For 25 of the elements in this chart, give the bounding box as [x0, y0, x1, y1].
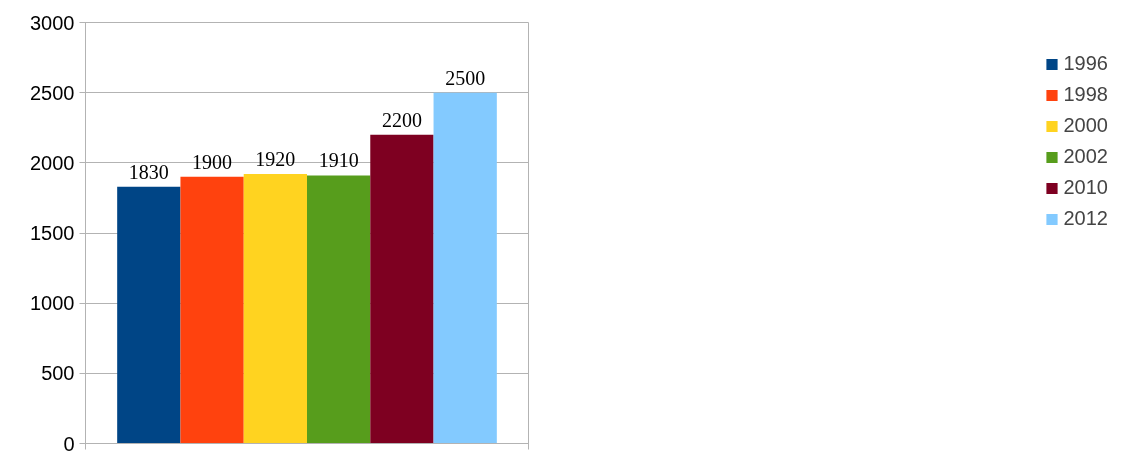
y-tick-label: 1000	[30, 292, 75, 315]
y-tick-label: 3000	[30, 11, 75, 34]
bar	[180, 176, 244, 444]
data-label: 1900	[192, 150, 233, 173]
legend-label: 1996	[1063, 52, 1108, 75]
y-tick-label: 1500	[30, 222, 75, 244]
legend-label: 2012	[1063, 207, 1108, 230]
legend-label: 2002	[1063, 145, 1108, 168]
y-tick-label: 500	[41, 362, 75, 385]
data-label: 1920	[255, 148, 296, 171]
data-label: 1910	[318, 149, 359, 172]
legend-label: 2010	[1063, 176, 1108, 199]
bar	[433, 92, 497, 444]
legend-label: 2000	[1063, 114, 1108, 137]
data-label: 2500	[445, 66, 486, 89]
bar	[307, 175, 371, 444]
data-label: 2200	[381, 108, 422, 131]
bar	[370, 134, 434, 444]
y-tick-label: 0	[63, 432, 75, 453]
legend-label: 1998	[1063, 83, 1108, 106]
bar	[117, 186, 181, 444]
y-tick-label: 2000	[30, 151, 75, 174]
data-label: 1830	[128, 160, 169, 183]
y-tick-label: 2500	[30, 81, 75, 104]
bar	[243, 174, 307, 444]
